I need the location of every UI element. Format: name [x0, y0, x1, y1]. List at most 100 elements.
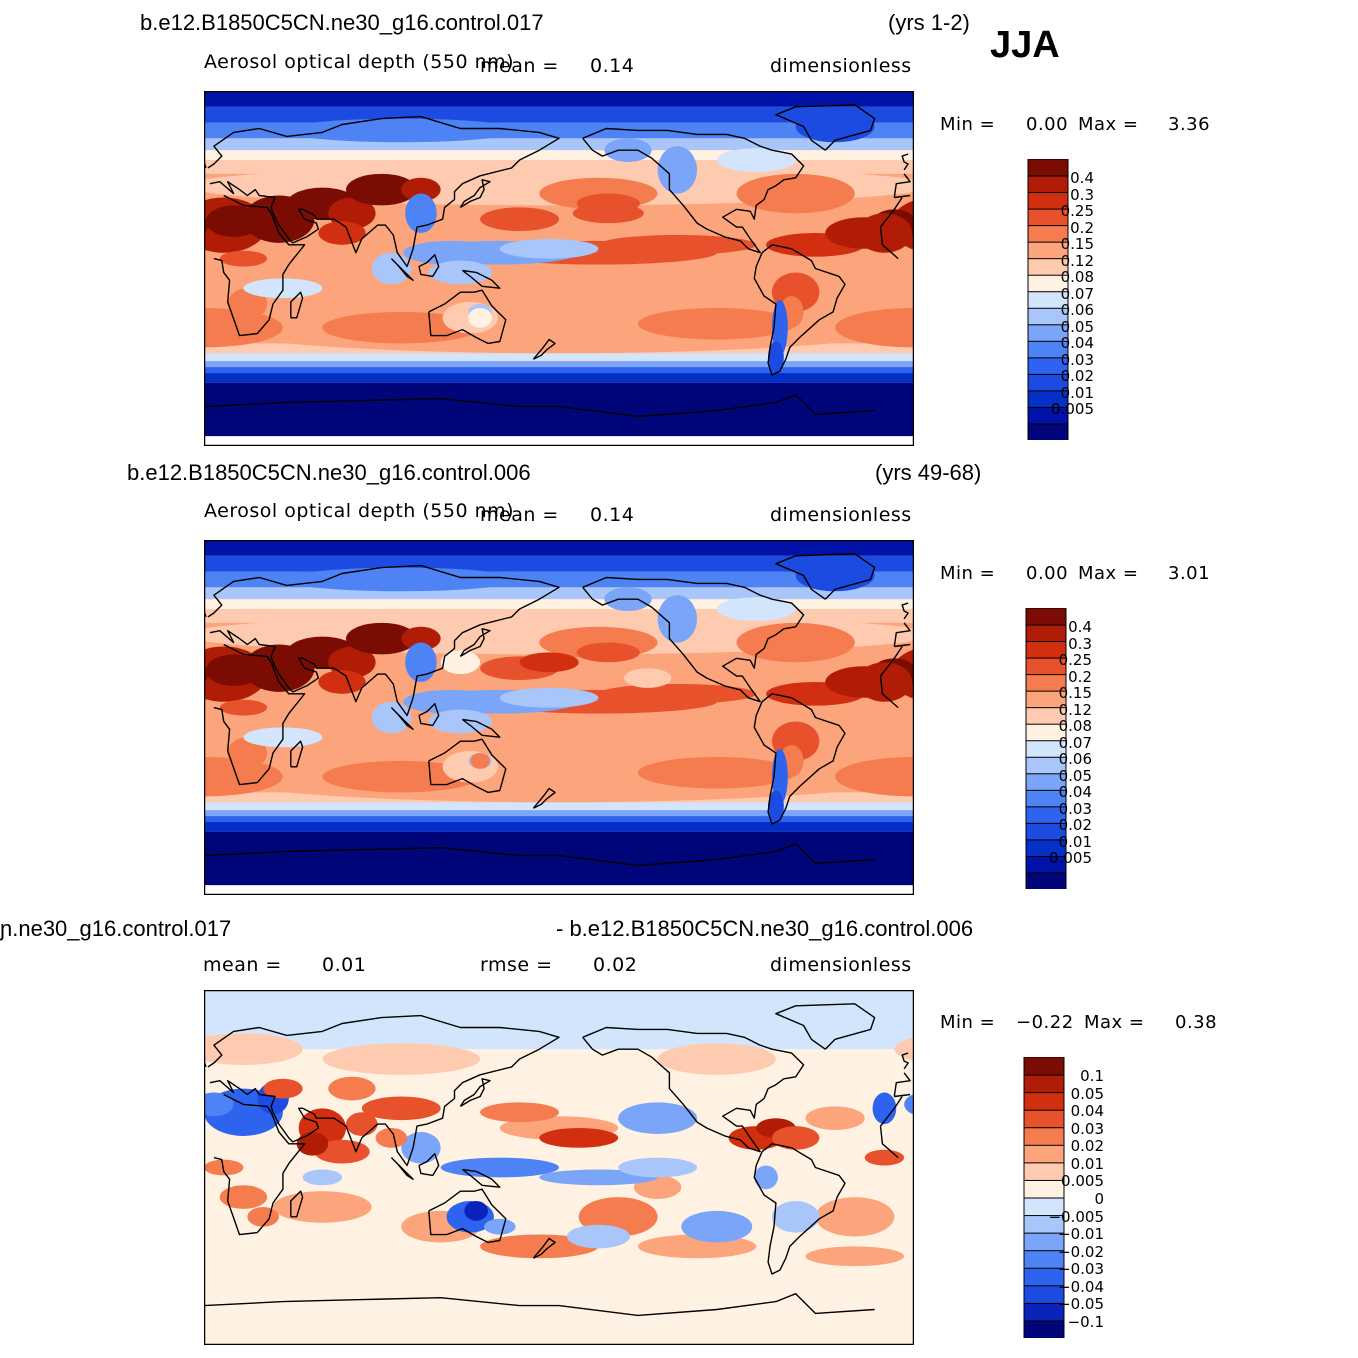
panel2-units: dimensionless: [770, 504, 912, 526]
field-region: [282, 118, 520, 143]
panel2-case-title: b.e12.B1850C5CN.ne30_g16.control.006: [127, 460, 531, 485]
field-region: [219, 1185, 268, 1209]
field-region: [657, 1043, 776, 1075]
coastline: [532, 1237, 556, 1259]
coastline: [753, 1143, 846, 1275]
colorbar-tick-label: 0.15: [1058, 684, 1092, 703]
panel3-map: [204, 990, 914, 1345]
field-region: [805, 1106, 865, 1131]
season-label: JJA: [990, 24, 1060, 66]
coastline: [390, 258, 414, 281]
colorbar-tick-label: 0.4: [1070, 169, 1094, 187]
colorbar-tick-label: 0.03: [1058, 799, 1092, 818]
colorbar-tick-label: 0.12: [1058, 700, 1092, 719]
coastline: [532, 787, 556, 809]
colorbar-tick-label: 0.05: [1060, 317, 1094, 336]
field-region: [405, 642, 437, 682]
field-region: [484, 1218, 516, 1235]
coastline: [213, 643, 903, 786]
coastline: [204, 394, 875, 418]
coastline: [390, 707, 414, 730]
field-region: [864, 1149, 905, 1166]
field-region: [442, 751, 498, 783]
field-region: [499, 238, 599, 259]
latitude-band: [204, 373, 914, 383]
colorbar-tick-label: 0.005: [1049, 849, 1092, 868]
colorbar-tick-label: −0.01: [1058, 1225, 1104, 1244]
latitude-band: [204, 810, 914, 817]
field-region: [204, 1092, 234, 1117]
field-region: [204, 756, 283, 797]
field-region: [894, 1037, 914, 1061]
field-region: [227, 288, 268, 320]
panel2-mean-value: 0.14: [590, 504, 635, 526]
field-region: [618, 1102, 698, 1134]
coastline: [532, 338, 556, 360]
field-region: [768, 790, 784, 823]
coastline: [213, 194, 903, 337]
panel3-max-value: 0.38: [1175, 1012, 1218, 1033]
coastline: [582, 127, 805, 254]
field-region: [440, 1062, 757, 1095]
field-region: [772, 749, 788, 805]
latitude-band: [204, 990, 914, 1050]
colorbar-tick-label: 0.3: [1070, 185, 1094, 204]
missing-data-strip: [204, 885, 914, 895]
field-region: [736, 173, 855, 214]
coastline: [418, 703, 440, 727]
colorbar-tick-label: 0.03: [1060, 350, 1094, 369]
latitude-band: [204, 816, 914, 823]
field-region: [302, 1169, 343, 1186]
field-region: [361, 1096, 441, 1121]
field-region: [322, 1043, 481, 1075]
coastline: [428, 738, 507, 794]
colorbar-tick-label: 0.25: [1058, 651, 1092, 670]
panel1-min-label: Min =: [940, 114, 996, 135]
colorbar-tick-label: 0.4: [1068, 618, 1092, 636]
field-region: [296, 1132, 329, 1156]
panel3-rmse-value: 0.02: [593, 954, 638, 976]
field-region: [375, 1128, 408, 1148]
field-region: [637, 756, 796, 789]
colorbar-tick-label: 0.02: [1058, 816, 1092, 835]
field-region: [468, 307, 492, 328]
colorbar-tick-label: −0.02: [1058, 1242, 1104, 1261]
coastline: [461, 718, 501, 738]
colorbar-tick-label: 0.02: [1060, 367, 1094, 386]
colorbar-swatch: [1023, 1057, 1065, 1076]
colorbar-tick-label: −0.03: [1058, 1260, 1104, 1279]
panel2-years: (yrs 49-68): [875, 460, 982, 485]
coastline: [428, 289, 507, 345]
panel3-units: dimensionless: [770, 954, 912, 976]
field-region: [519, 652, 579, 673]
panel1-colorbar: [1027, 159, 1069, 440]
panel2-variable: Aerosol optical depth (550 nm): [204, 500, 515, 522]
panel1-max-value: 3.36: [1168, 114, 1211, 135]
panel2-max-value: 3.01: [1168, 563, 1211, 584]
field-region: [681, 1210, 753, 1243]
panel1-years: (yrs 1-2): [888, 10, 970, 35]
field-region: [346, 1112, 378, 1136]
field-region: [282, 567, 520, 592]
field-region: [480, 207, 559, 232]
coastline: [204, 1293, 875, 1317]
field-region: [598, 683, 757, 704]
colorbar-tick-label: 0.01: [1070, 1154, 1104, 1173]
latitude-band: [204, 91, 914, 107]
field-region: [328, 1076, 376, 1101]
coastline: [461, 1168, 501, 1188]
colorbar-tick-label: 0.02: [1070, 1137, 1104, 1156]
field-region: [470, 753, 490, 769]
coastline: [207, 1014, 911, 1167]
field-region: [428, 260, 492, 285]
colorbar-tick-label: 0.2: [1070, 218, 1094, 237]
field-region: [219, 699, 268, 716]
colorbar-swatch: [1025, 871, 1067, 889]
field-region: [835, 307, 914, 348]
field-region: [624, 668, 672, 688]
colorbar-tick-label: −0.04: [1058, 1277, 1104, 1296]
field-region: [328, 646, 376, 679]
colorbar-tick-label: 0.07: [1060, 284, 1094, 303]
field-region: [657, 146, 698, 194]
field-region: [772, 1201, 820, 1233]
